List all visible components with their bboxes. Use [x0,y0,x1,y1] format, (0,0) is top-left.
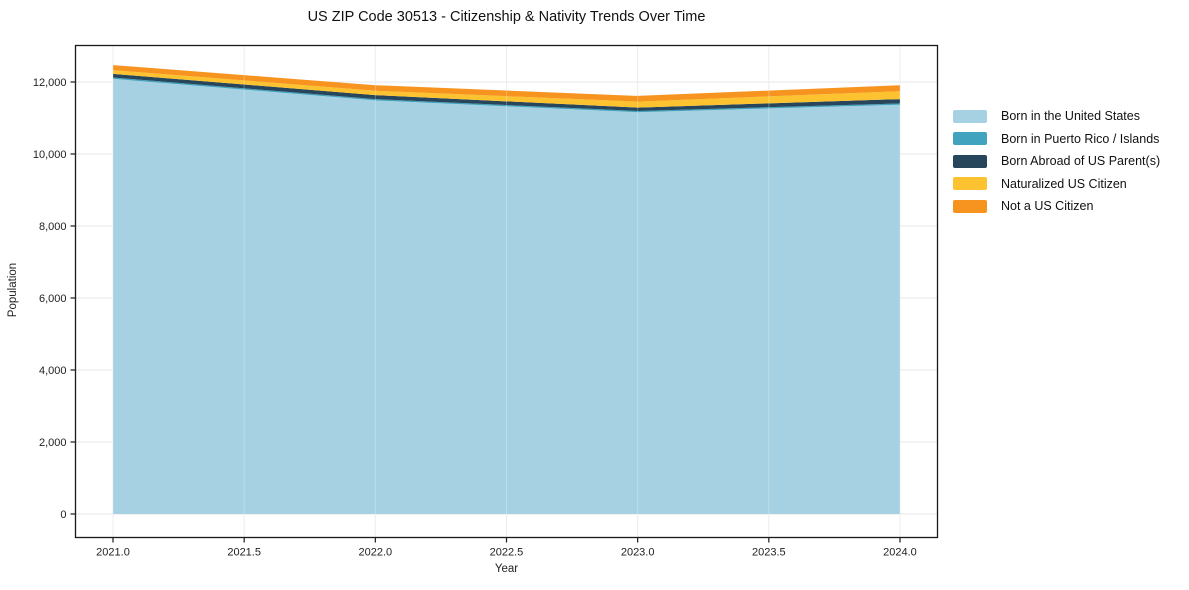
x-axis-label: Year [494,563,519,575]
legend-label: Born in the United States [1001,109,1140,124]
chart-title: US ZIP Code 30513 - Citizenship & Nativi… [307,9,706,25]
y-axis-label: Population [7,262,19,318]
x-tick-label: 2021.5 [227,547,261,559]
area-series [113,73,900,111]
y-tick-label: 4,000 [39,365,67,377]
legend-swatch [953,199,987,213]
legend-item: Naturalized US Citizen [953,173,1160,196]
legend-label: Born Abroad of US Parent(s) [1001,154,1161,169]
legend-item: Born Abroad of US Parent(s) [953,150,1160,173]
y-tick-label: 6,000 [39,293,67,305]
y-tick-label: 12,000 [33,77,67,89]
legend-item: Born in Puerto Rico / Islands [953,128,1160,151]
x-tick-label: 2022.5 [490,547,524,559]
y-tick-label: 10,000 [33,149,67,161]
legend-label: Not a US Citizen [1001,199,1094,214]
legend-item: Born in the United States [953,105,1160,128]
area-series [113,78,900,515]
legend-swatch [953,109,987,123]
legend-swatch [953,132,987,146]
x-tick-label: 2023.0 [621,547,655,559]
x-tick-label: 2023.5 [752,547,786,559]
x-tick-label: 2024.0 [883,547,917,559]
x-tick-label: 2022.0 [359,547,393,559]
y-tick-label: 2,000 [39,437,67,449]
legend-item: Not a US Citizen [953,195,1160,218]
legend-label: Naturalized US Citizen [1001,176,1127,191]
y-tick-label: 8,000 [39,221,67,233]
x-tick-label: 2021.0 [96,547,130,559]
legend-swatch [953,154,987,168]
y-tick-label: 0 [60,509,66,521]
area-series [113,65,900,102]
legend: Born in the United States Born in Puerto … [953,105,1160,218]
area-series [113,70,900,108]
legend-swatch [953,177,987,191]
legend-label: Born in Puerto Rico / Islands [1001,131,1160,146]
area-series [113,77,900,113]
